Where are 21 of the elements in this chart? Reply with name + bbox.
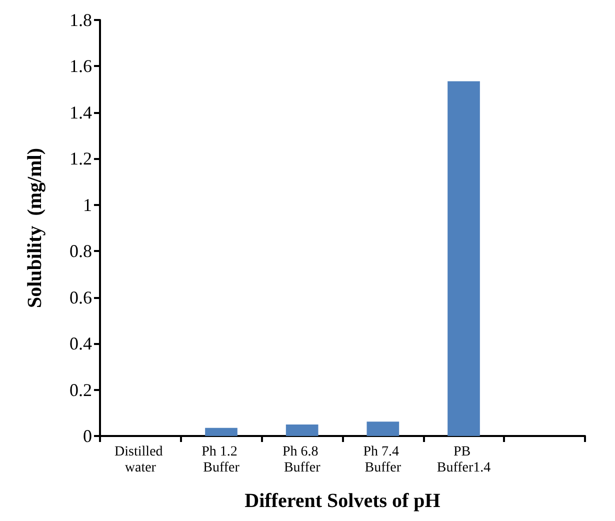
y-tick-label: 0 xyxy=(83,426,92,446)
y-tick-label: 0.2 xyxy=(70,380,92,400)
x-axis-title: Different Solvets of pH xyxy=(244,490,441,512)
y-tick-label: 1.4 xyxy=(70,102,92,122)
y-tick-label: 1.8 xyxy=(70,10,92,30)
bar xyxy=(366,422,400,436)
x-tick-label: Distilled water xyxy=(114,444,166,476)
x-tick-label: Ph 7.4 Buffer xyxy=(363,444,403,476)
bar xyxy=(286,424,318,436)
y-axis-title: Solubility (mg/ml) xyxy=(24,148,46,308)
x-tick-label: Ph 1.2 Buffer xyxy=(202,444,241,476)
y-tick-label: 1 xyxy=(83,194,92,215)
y-tick-label: 0.4 xyxy=(70,334,92,354)
y-tick-label: 0.6 xyxy=(70,287,92,308)
bar xyxy=(205,428,238,436)
x-tick-label: Ph 6.8 Buffer xyxy=(282,444,322,476)
y-tick-label: 1.2 xyxy=(70,148,92,169)
x-tick-label: PB Buffer1.4 xyxy=(436,444,491,476)
y-tick-label: 1.6 xyxy=(70,56,92,76)
y-tick-label: 0.8 xyxy=(70,241,92,262)
bar xyxy=(448,81,480,436)
